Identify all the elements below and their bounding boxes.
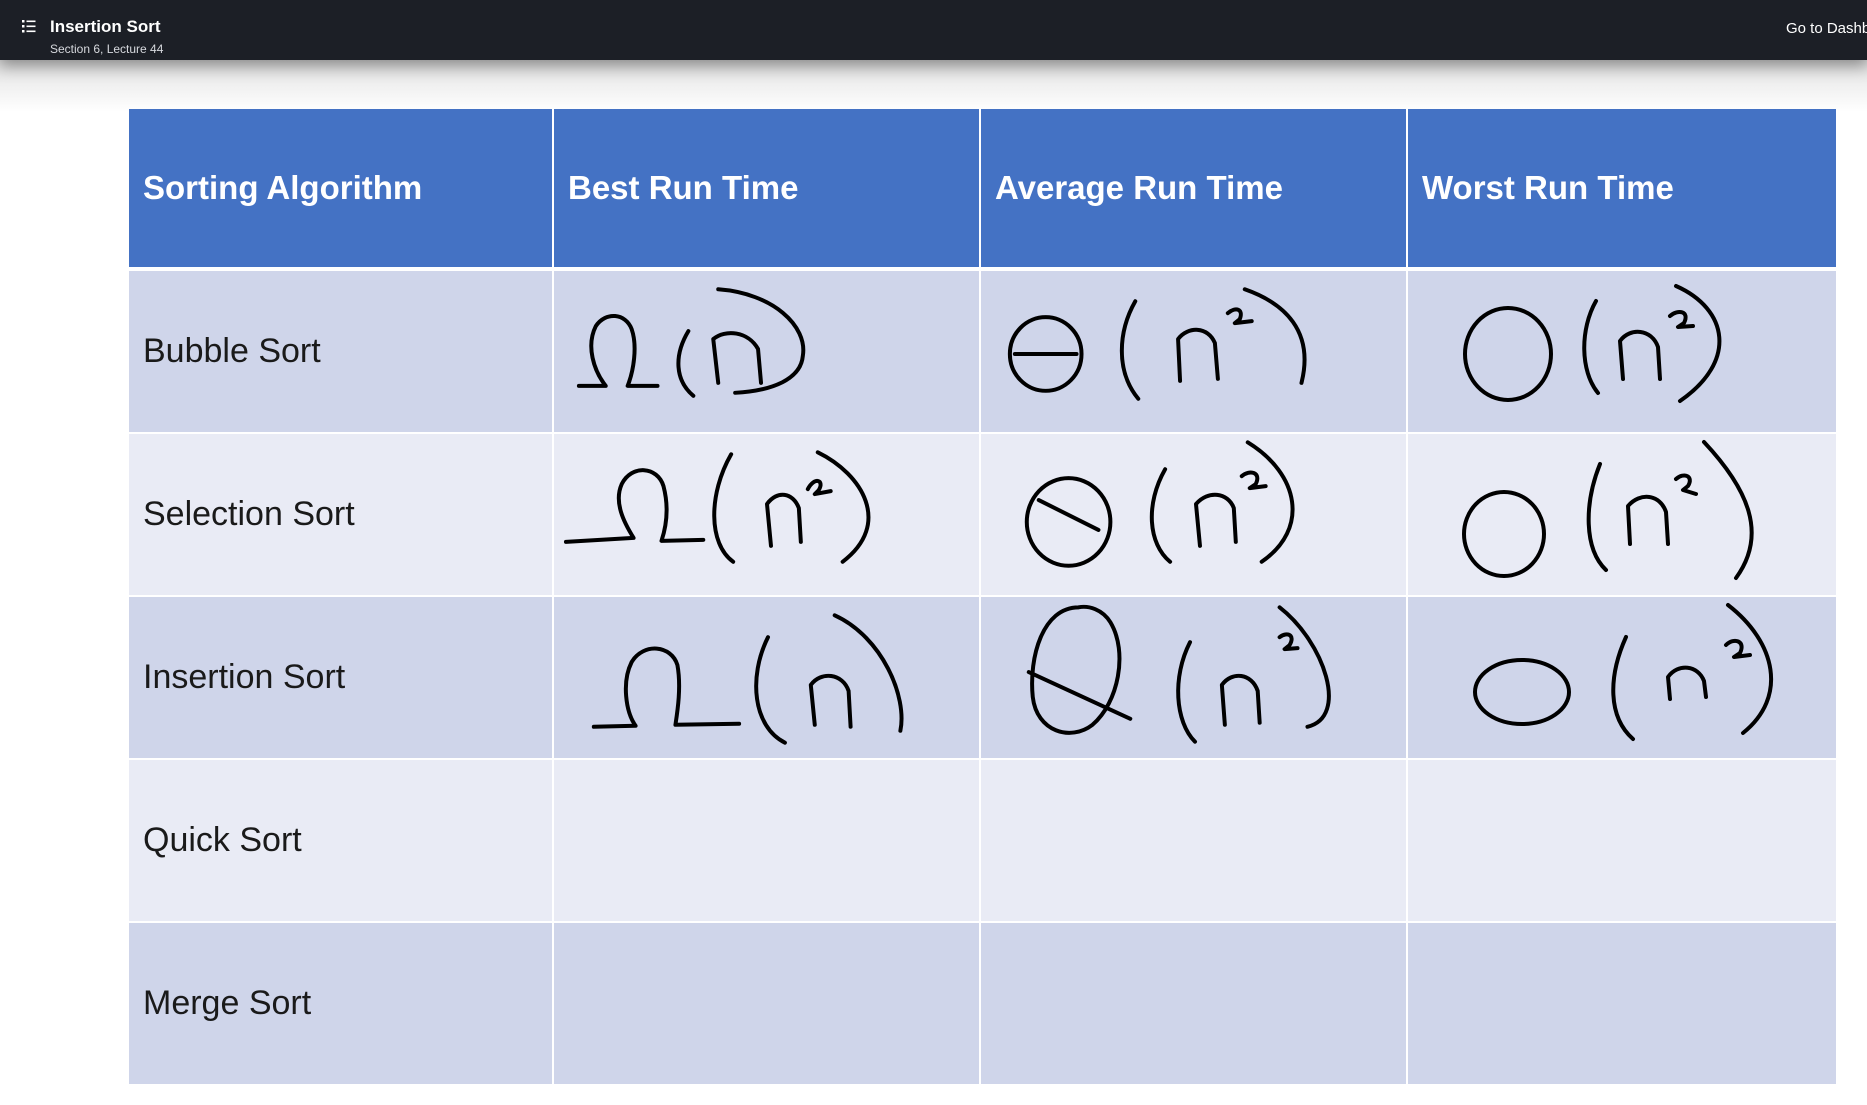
handwritten-theta-n-squared	[1026, 604, 1331, 744]
cell-quick-average	[981, 760, 1408, 923]
row-label-quick-sort: Quick Sort	[143, 821, 302, 859]
cell-insertion-worst	[1408, 597, 1836, 760]
handwritten-omega-n-squared	[563, 450, 871, 564]
list-menu-icon[interactable]	[20, 17, 38, 35]
handwritten-theta-n-squared	[1007, 287, 1307, 401]
lecture-title: Insertion Sort	[50, 17, 161, 36]
cell-insertion-average	[981, 597, 1408, 760]
cell-quick-worst	[1408, 760, 1836, 923]
cell-quick-best	[554, 760, 981, 923]
handwritten-big-o-n-squared	[1463, 284, 1722, 403]
column-header-algorithm: Sorting Algorithm	[129, 109, 554, 271]
table-row-label: Merge Sort	[129, 923, 554, 1086]
table-row-label: Bubble Sort	[129, 271, 554, 434]
table-row-label: Insertion Sort	[129, 597, 554, 760]
row-label-bubble-sort: Bubble Sort	[143, 332, 321, 370]
column-header-worst: Worst Run Time	[1408, 109, 1836, 271]
cell-bubble-best	[554, 271, 981, 434]
cell-bubble-worst	[1408, 271, 1836, 434]
cell-merge-worst	[1408, 923, 1836, 1086]
lecture-subtitle: Section 6, Lecture 44	[50, 42, 164, 56]
row-label-selection-sort: Selection Sort	[143, 495, 355, 533]
column-header-average: Average Run Time	[981, 109, 1408, 271]
top-bar: Insertion Sort Section 6, Lecture 44 Go …	[0, 0, 1867, 60]
row-label-merge-sort: Merge Sort	[143, 984, 312, 1022]
header-shadow	[0, 60, 1867, 112]
cell-merge-average	[981, 923, 1408, 1086]
cell-insertion-best	[554, 597, 981, 760]
go-to-dashboard-link[interactable]: Go to Dashb	[1786, 20, 1867, 37]
handwritten-big-o-n-squared	[1473, 603, 1774, 741]
cell-bubble-average	[981, 271, 1408, 434]
handwritten-theta-n-squared	[1024, 440, 1295, 568]
complexity-table: Sorting Algorithm Best Run Time Average …	[129, 109, 1836, 1088]
table-row-label: Selection Sort	[129, 434, 554, 597]
cell-selection-best	[554, 434, 981, 597]
cell-merge-best	[554, 923, 981, 1086]
handwritten-omega-n	[591, 613, 904, 745]
handwritten-omega-n	[576, 287, 806, 398]
handwritten-big-o-n-squared	[1462, 440, 1754, 580]
row-label-insertion-sort: Insertion Sort	[143, 658, 346, 696]
cell-selection-average	[981, 434, 1408, 597]
table-row-label: Quick Sort	[129, 760, 554, 923]
column-header-best: Best Run Time	[554, 109, 981, 271]
slide-table: Sorting Algorithm Best Run Time Average …	[129, 109, 1836, 1088]
cell-selection-worst	[1408, 434, 1836, 597]
